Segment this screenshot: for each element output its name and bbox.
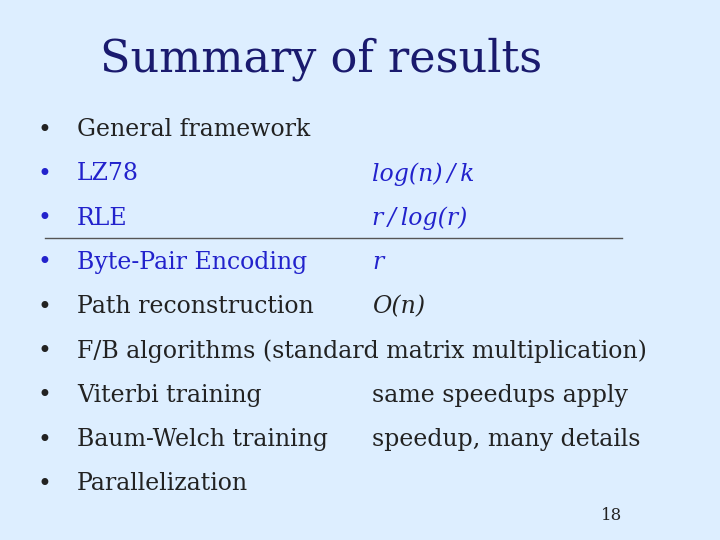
Text: General framework: General framework (77, 118, 310, 141)
Text: same speedups apply: same speedups apply (372, 384, 628, 407)
Text: O(n): O(n) (372, 295, 425, 318)
Text: log(n) / k: log(n) / k (372, 162, 474, 186)
Text: •: • (38, 339, 52, 363)
Text: Parallelization: Parallelization (77, 472, 248, 495)
Text: •: • (38, 118, 52, 141)
Text: LZ78: LZ78 (77, 163, 139, 185)
Text: Baum-Welch training: Baum-Welch training (77, 428, 328, 451)
Text: •: • (38, 428, 52, 451)
Text: •: • (38, 206, 52, 230)
Text: •: • (38, 162, 52, 186)
Text: •: • (38, 383, 52, 407)
Text: RLE: RLE (77, 207, 127, 229)
Text: Path reconstruction: Path reconstruction (77, 295, 314, 318)
Text: •: • (38, 295, 52, 319)
Text: F/B algorithms (standard matrix multiplication): F/B algorithms (standard matrix multipli… (77, 339, 647, 363)
Text: •: • (38, 251, 52, 274)
Text: •: • (38, 472, 52, 496)
Text: r / log(r): r / log(r) (372, 206, 467, 230)
Text: r: r (372, 251, 383, 274)
Text: Summary of results: Summary of results (99, 38, 541, 82)
Text: speedup, many details: speedup, many details (372, 428, 640, 451)
Text: Byte-Pair Encoding: Byte-Pair Encoding (77, 251, 307, 274)
Text: 18: 18 (600, 507, 622, 524)
Text: Viterbi training: Viterbi training (77, 384, 261, 407)
